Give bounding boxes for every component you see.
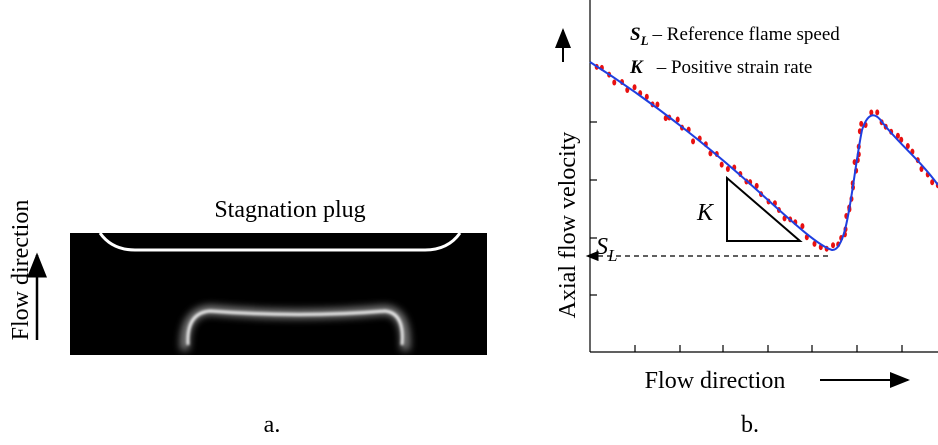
dot (612, 79, 616, 85)
k-label: K (696, 200, 715, 226)
fit-curve (590, 62, 938, 250)
caption: b. (741, 412, 759, 438)
axis-ticks (590, 122, 902, 352)
dot (633, 84, 637, 90)
dot (831, 242, 835, 248)
plug-label: Stagnation plug (214, 197, 365, 223)
measurements (595, 64, 938, 252)
panel-a: Stagnation plug Flow direction a. (8, 197, 487, 438)
dot (875, 109, 879, 115)
figure: Stagnation plug Flow direction a. SL K S… (0, 0, 938, 440)
dot (691, 138, 695, 144)
panel-b: SL K SL– Reference flame speed K– Positi… (555, 0, 938, 438)
x-label: Flow direction (645, 368, 786, 394)
sl-label: SL (596, 234, 617, 265)
dot (720, 162, 724, 168)
y-label: Axial flow velocity (555, 132, 581, 319)
caption: a. (264, 412, 281, 438)
strain-triangle (727, 178, 800, 241)
y-label: Flow direction (8, 200, 34, 341)
legend-entry: K– Positive strain rate (629, 57, 812, 78)
legend-entry: SL– Reference flame speed (630, 24, 840, 48)
